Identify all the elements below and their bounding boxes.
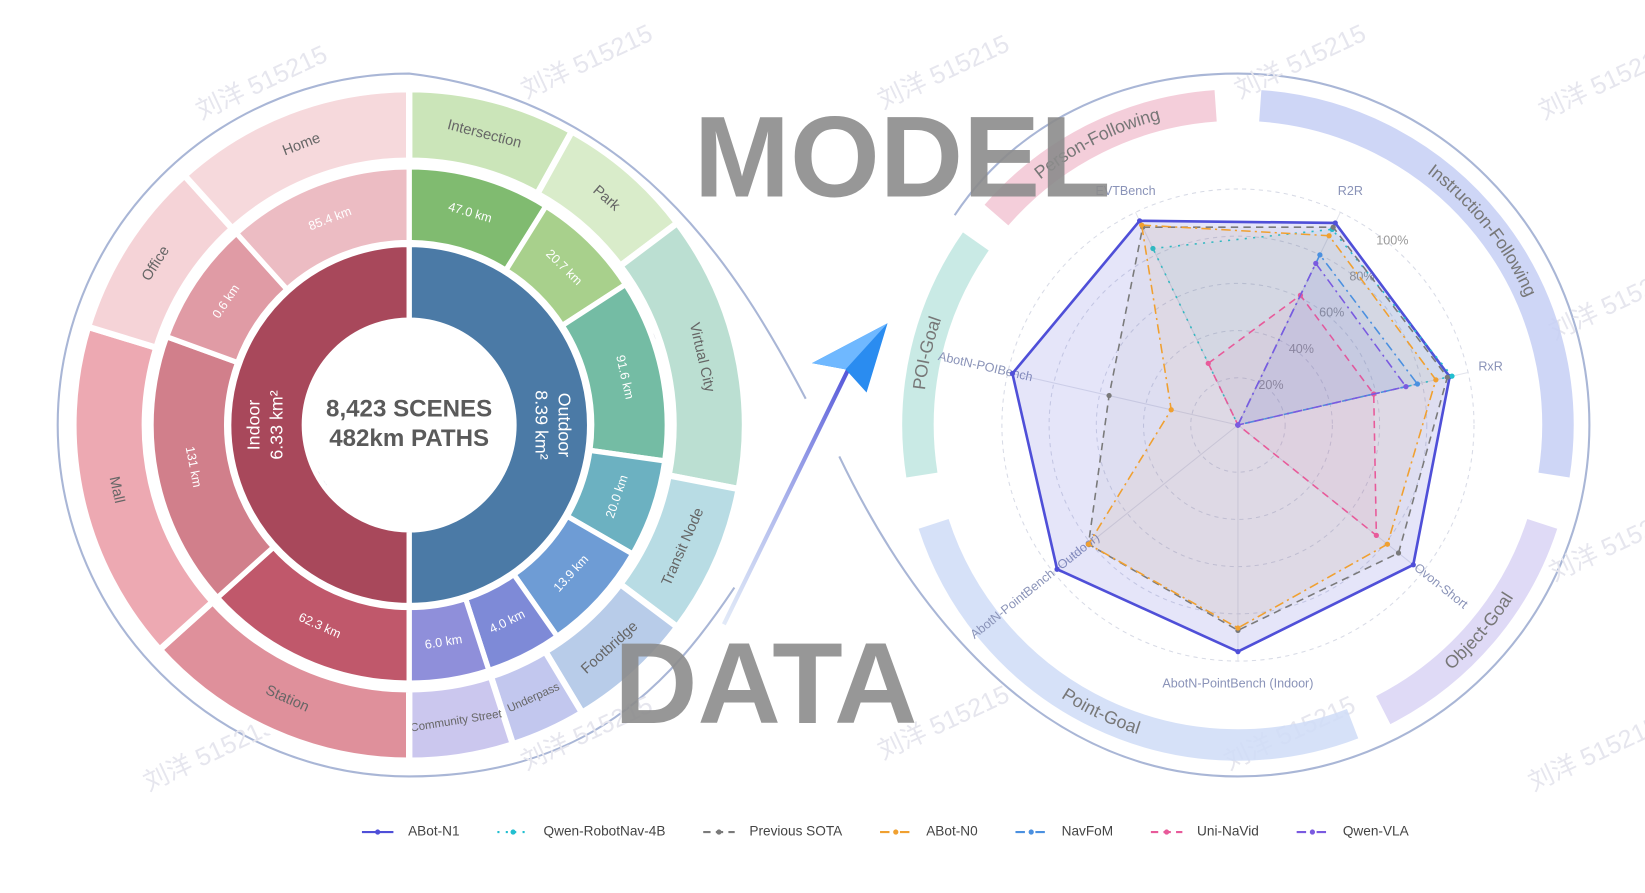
radar-point bbox=[1395, 550, 1402, 556]
radar-point bbox=[1373, 532, 1379, 538]
legend-label: Previous SOTA bbox=[749, 824, 843, 839]
radar-point bbox=[1326, 233, 1332, 239]
radar-point bbox=[1332, 220, 1338, 226]
paper-plane bbox=[812, 323, 888, 393]
legend-dot bbox=[716, 829, 722, 835]
radar-point bbox=[1313, 260, 1319, 266]
legend-dot bbox=[1163, 829, 1170, 835]
legend-label: NavFoM bbox=[1062, 824, 1113, 839]
radar-area bbox=[1207, 294, 1378, 538]
grid-circle bbox=[1190, 377, 1286, 473]
radar-point bbox=[1449, 373, 1455, 379]
group-arc bbox=[918, 518, 1359, 761]
group-label: Instruction-Following bbox=[1425, 160, 1541, 299]
legend-label: ABot-N0 bbox=[926, 824, 978, 839]
legend-label: Qwen-VLA bbox=[1343, 824, 1410, 839]
group-arc bbox=[984, 90, 1217, 226]
radar-point bbox=[1317, 252, 1323, 258]
radar-point bbox=[1054, 566, 1060, 572]
charts: 刘洋 515215 刘洋 515215 刘洋 515215 刘洋 515215 刘洋 5… bbox=[70, 19, 1645, 839]
radar-area bbox=[1236, 261, 1408, 427]
watermark: 刘洋 515215 bbox=[1524, 712, 1645, 797]
center-label: 8,423 SCENES bbox=[326, 396, 492, 423]
axis-label: Ovon-Short bbox=[1411, 561, 1470, 612]
group-area: 6.33 km² bbox=[267, 390, 287, 459]
radar-area bbox=[1010, 219, 1452, 654]
radar-point bbox=[1139, 222, 1145, 228]
group-arc bbox=[1259, 90, 1574, 478]
watermark: 刘洋 515215 bbox=[517, 19, 657, 104]
legend-dot bbox=[1309, 829, 1316, 835]
axis-label: EVTBench bbox=[1095, 184, 1155, 198]
axis-label: RxR bbox=[1478, 360, 1502, 374]
legend-dot bbox=[375, 829, 381, 835]
radar-point bbox=[1384, 541, 1391, 547]
radar-point bbox=[1137, 218, 1143, 224]
radar-point bbox=[1414, 381, 1421, 387]
radar-point bbox=[1235, 422, 1241, 428]
r-tick-label: 60% bbox=[1319, 306, 1344, 320]
crossing-line bbox=[721, 361, 854, 626]
group-arc bbox=[1375, 518, 1558, 725]
radar-point bbox=[1235, 625, 1241, 631]
radar-point bbox=[1168, 407, 1174, 413]
scene-label: Mall bbox=[106, 475, 127, 505]
radar-area bbox=[1087, 224, 1437, 629]
r-tick-label: 100% bbox=[1376, 233, 1408, 247]
group-arc bbox=[902, 232, 989, 478]
group-name: Instruction-Following bbox=[1425, 160, 1541, 299]
right-loop bbox=[838, 72, 1591, 778]
radar-point bbox=[1205, 360, 1211, 366]
radar-area bbox=[1087, 226, 1449, 632]
spoke bbox=[1237, 212, 1341, 426]
radar-point bbox=[1235, 648, 1241, 655]
axis-label: R2R bbox=[1338, 184, 1363, 198]
legend-label: Uni-NaVid bbox=[1197, 824, 1259, 839]
center-label: 482km PATHS bbox=[329, 425, 489, 452]
radar-point bbox=[1410, 562, 1416, 568]
infinity-outline bbox=[56, 72, 1591, 778]
banner-top: MODEL bbox=[694, 93, 1111, 221]
legend-label: ABot-N1 bbox=[408, 824, 459, 839]
spoke bbox=[1053, 424, 1239, 573]
radar-point bbox=[1150, 245, 1156, 252]
r-tick-label: 40% bbox=[1289, 342, 1314, 356]
axis-label: AbotN-PointBench (Indoor) bbox=[1162, 676, 1313, 690]
legend-dot bbox=[510, 829, 516, 835]
r-tick-label: 20% bbox=[1258, 378, 1283, 392]
radar-point bbox=[1009, 370, 1016, 377]
legend-label: Qwen-RobotNav-4B bbox=[544, 824, 666, 839]
radar-point bbox=[1085, 541, 1092, 547]
length-label: 6.0 km bbox=[424, 632, 463, 652]
radar-point bbox=[1444, 374, 1450, 380]
legend-dot bbox=[1028, 829, 1034, 835]
spoke bbox=[1007, 371, 1239, 426]
group-area: 8.39 km² bbox=[532, 390, 552, 459]
radar-point bbox=[1403, 384, 1409, 390]
watermark: 刘洋 515215 bbox=[1535, 40, 1645, 125]
left-loop bbox=[56, 72, 807, 778]
grid-circle bbox=[1143, 330, 1333, 520]
radar-point bbox=[1330, 224, 1336, 230]
legend-dot bbox=[893, 829, 899, 835]
length-segment bbox=[232, 164, 412, 294]
group-name: Indoor bbox=[244, 400, 264, 451]
scene-segment bbox=[180, 86, 413, 233]
watermark: 刘洋 515215 bbox=[1545, 502, 1645, 587]
banner-bottom: DATA bbox=[614, 620, 917, 748]
radar-point bbox=[1433, 377, 1439, 383]
sunburst-hole bbox=[307, 323, 511, 527]
group-name: Outdoor bbox=[555, 393, 575, 457]
radar-point bbox=[1106, 392, 1112, 399]
